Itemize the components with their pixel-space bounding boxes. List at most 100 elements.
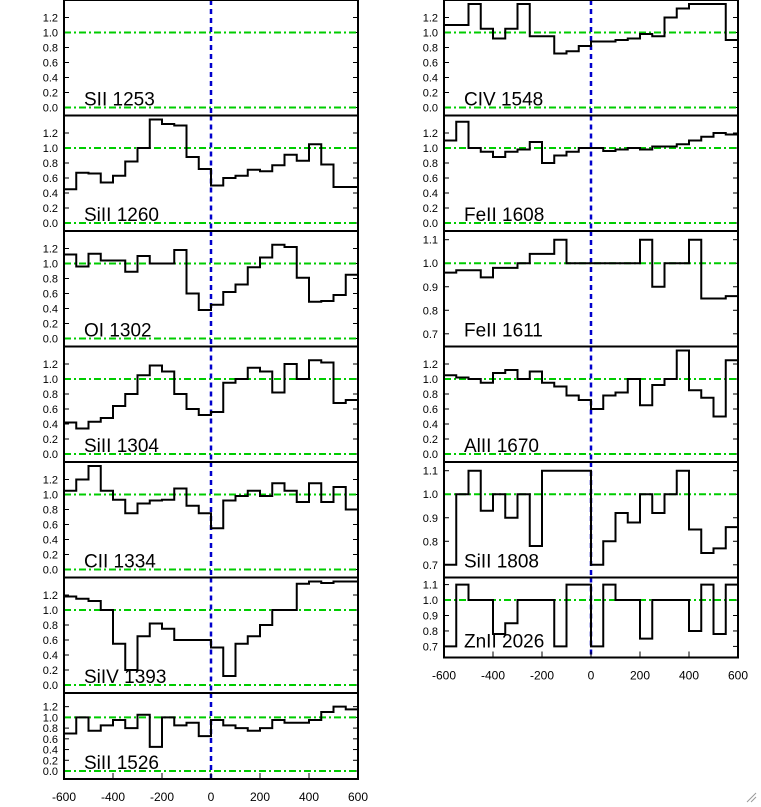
- y-tick-label: 1.0: [423, 28, 438, 40]
- y-tick-label: 0.4: [43, 73, 58, 85]
- y-tick-label: 0.8: [43, 505, 58, 517]
- y-tick-label: 0.6: [43, 404, 58, 416]
- y-tick-label: 0.9: [423, 282, 438, 294]
- y-tick-label: 0.0: [43, 103, 58, 115]
- y-tick-label: 0.8: [43, 620, 58, 632]
- y-tick-label: 0.8: [43, 274, 58, 286]
- y-tick-label: 1.2: [423, 13, 438, 25]
- y-tick-label: 1.0: [43, 28, 58, 40]
- y-tick-label: 0.6: [43, 520, 58, 532]
- ion-label: SiII 1526: [84, 753, 159, 774]
- spectrum-trace: [444, 120, 738, 164]
- y-tick-label: 0.8: [423, 626, 438, 638]
- y-tick-label: 0.4: [43, 650, 58, 662]
- x-tick-label: 200: [250, 790, 270, 804]
- spectrum-trace: [64, 359, 358, 430]
- ion-label: ZnII 2026: [464, 632, 544, 653]
- y-tick-label: 1.0: [43, 490, 58, 502]
- y-tick-label: 0.4: [43, 304, 58, 316]
- y-tick-label: 1.0: [423, 489, 438, 501]
- spectrum-trace: [64, 118, 358, 191]
- y-tick-label: 0.0: [43, 449, 58, 461]
- x-tick-label: -200: [150, 790, 174, 804]
- panel-feii-1611: 0.7 0.8 0.9 1.0 1.1 FeII 1611: [423, 230, 739, 348]
- panel-siiv-1393: 0.0 0.2 0.4 0.6 0.8 1.0 1.2 SiIV 1393: [43, 576, 359, 694]
- y-tick-label: 1.0: [423, 143, 438, 155]
- y-tick-label: 0.4: [423, 419, 438, 431]
- x-tick-label: -600: [52, 790, 76, 804]
- y-tick-label: 0.8: [423, 536, 438, 548]
- y-tick-label: 0.8: [423, 158, 438, 170]
- ion-label: SiII 1808: [464, 552, 539, 573]
- panel-civ-1548: 0.0 0.2 0.4 0.6 0.8 1.0 1.2 CIV 1548: [423, 0, 739, 117]
- y-tick-label: 0.2: [43, 88, 58, 100]
- y-tick-label: 0.0: [43, 334, 58, 346]
- y-tick-label: 0.4: [423, 188, 438, 200]
- x-tick-label: -600: [432, 669, 456, 683]
- panel-siii-1260: 0.0 0.2 0.4 0.6 0.8 1.0 1.2 SiII 1260: [43, 114, 359, 232]
- y-tick-label: 1.0: [423, 258, 438, 270]
- x-tick-label: -200: [530, 669, 554, 683]
- y-tick-label: 1.0: [423, 595, 438, 607]
- y-tick-label: 0.0: [423, 103, 438, 115]
- ion-label: FeII 1608: [464, 205, 544, 226]
- ion-label: FeII 1611: [464, 321, 543, 342]
- y-tick-label: 0.8: [43, 158, 58, 170]
- x-tick-label: 600: [348, 790, 368, 804]
- y-tick-label: 0.8: [423, 43, 438, 55]
- y-tick-label: 0.6: [423, 173, 438, 185]
- y-tick-label: 1.2: [43, 702, 58, 714]
- resize-grip-icon[interactable]: [745, 791, 757, 803]
- y-tick-label: 1.2: [423, 359, 438, 371]
- y-tick-label: 1.2: [43, 359, 58, 371]
- x-tick-label: 0: [208, 790, 215, 804]
- x-tick-label: 400: [299, 790, 319, 804]
- y-tick-label: 0.8: [423, 389, 438, 401]
- panel-cii-1334: 0.0 0.2 0.4 0.6 0.8 1.0 1.2 CII 1334: [43, 461, 359, 579]
- spectrum-trace: [64, 580, 358, 677]
- y-tick-label: 0.0: [43, 766, 58, 778]
- y-tick-label: 0.0: [423, 449, 438, 461]
- y-tick-label: 0.6: [43, 173, 58, 185]
- y-tick-label: 1.0: [43, 143, 58, 155]
- y-tick-label: 0.2: [423, 434, 438, 446]
- y-tick-label: 0.2: [43, 203, 58, 215]
- y-tick-label: 0.0: [43, 218, 58, 230]
- panel-znii-2026: 0.7 0.8 0.9 1.0 1.1 ZnII 2026: [423, 576, 739, 659]
- y-tick-label: 0.4: [43, 535, 58, 547]
- ion-label: SiII 1304: [84, 436, 159, 457]
- y-tick-label: 1.1: [423, 466, 438, 478]
- x-tick-label: -400: [481, 669, 505, 683]
- y-tick-label: 0.2: [43, 550, 58, 562]
- panel-siii-1808: 0.7 0.8 0.9 1.0 1.1 SiII 1808: [423, 461, 739, 579]
- y-tick-label: 1.1: [423, 580, 438, 592]
- y-tick-label: 0.4: [423, 73, 438, 85]
- spectrum-trace: [64, 705, 358, 748]
- y-tick-label: 1.0: [43, 712, 58, 724]
- spectrum-trace: [444, 583, 738, 648]
- y-tick-label: 0.6: [423, 404, 438, 416]
- y-tick-label: 0.9: [423, 611, 438, 623]
- panel-siii-1526: 0.00.20.40.60.81.01.2 SiII 1526: [43, 692, 359, 780]
- ion-label: CII 1334: [84, 552, 156, 573]
- y-tick-label: 0.2: [423, 88, 438, 100]
- y-tick-label: 1.2: [43, 13, 58, 25]
- y-tick-label: 0.2: [43, 319, 58, 331]
- x-tick-label: 200: [630, 669, 650, 683]
- y-tick-label: 1.2: [423, 128, 438, 140]
- x-tick-label: 400: [679, 669, 699, 683]
- spectrum-trace: [64, 465, 358, 530]
- spectrum-trace: [444, 238, 738, 300]
- spectrum-trace: [444, 3, 738, 55]
- y-tick-label: 0.4: [43, 188, 58, 200]
- panel-siii-1304: 0.0 0.2 0.4 0.6 0.8 1.0 1.2 SiII 1304: [43, 345, 359, 463]
- y-tick-label: 0.0: [423, 218, 438, 230]
- y-tick-label: 1.2: [43, 244, 58, 256]
- y-tick-label: 0.7: [423, 560, 438, 572]
- y-tick-label: 0.2: [43, 755, 58, 767]
- y-tick-label: 0.8: [43, 723, 58, 735]
- spectrum-trace: [444, 349, 738, 418]
- x-tick-label: -400: [101, 790, 125, 804]
- y-tick-label: 0.4: [43, 745, 58, 757]
